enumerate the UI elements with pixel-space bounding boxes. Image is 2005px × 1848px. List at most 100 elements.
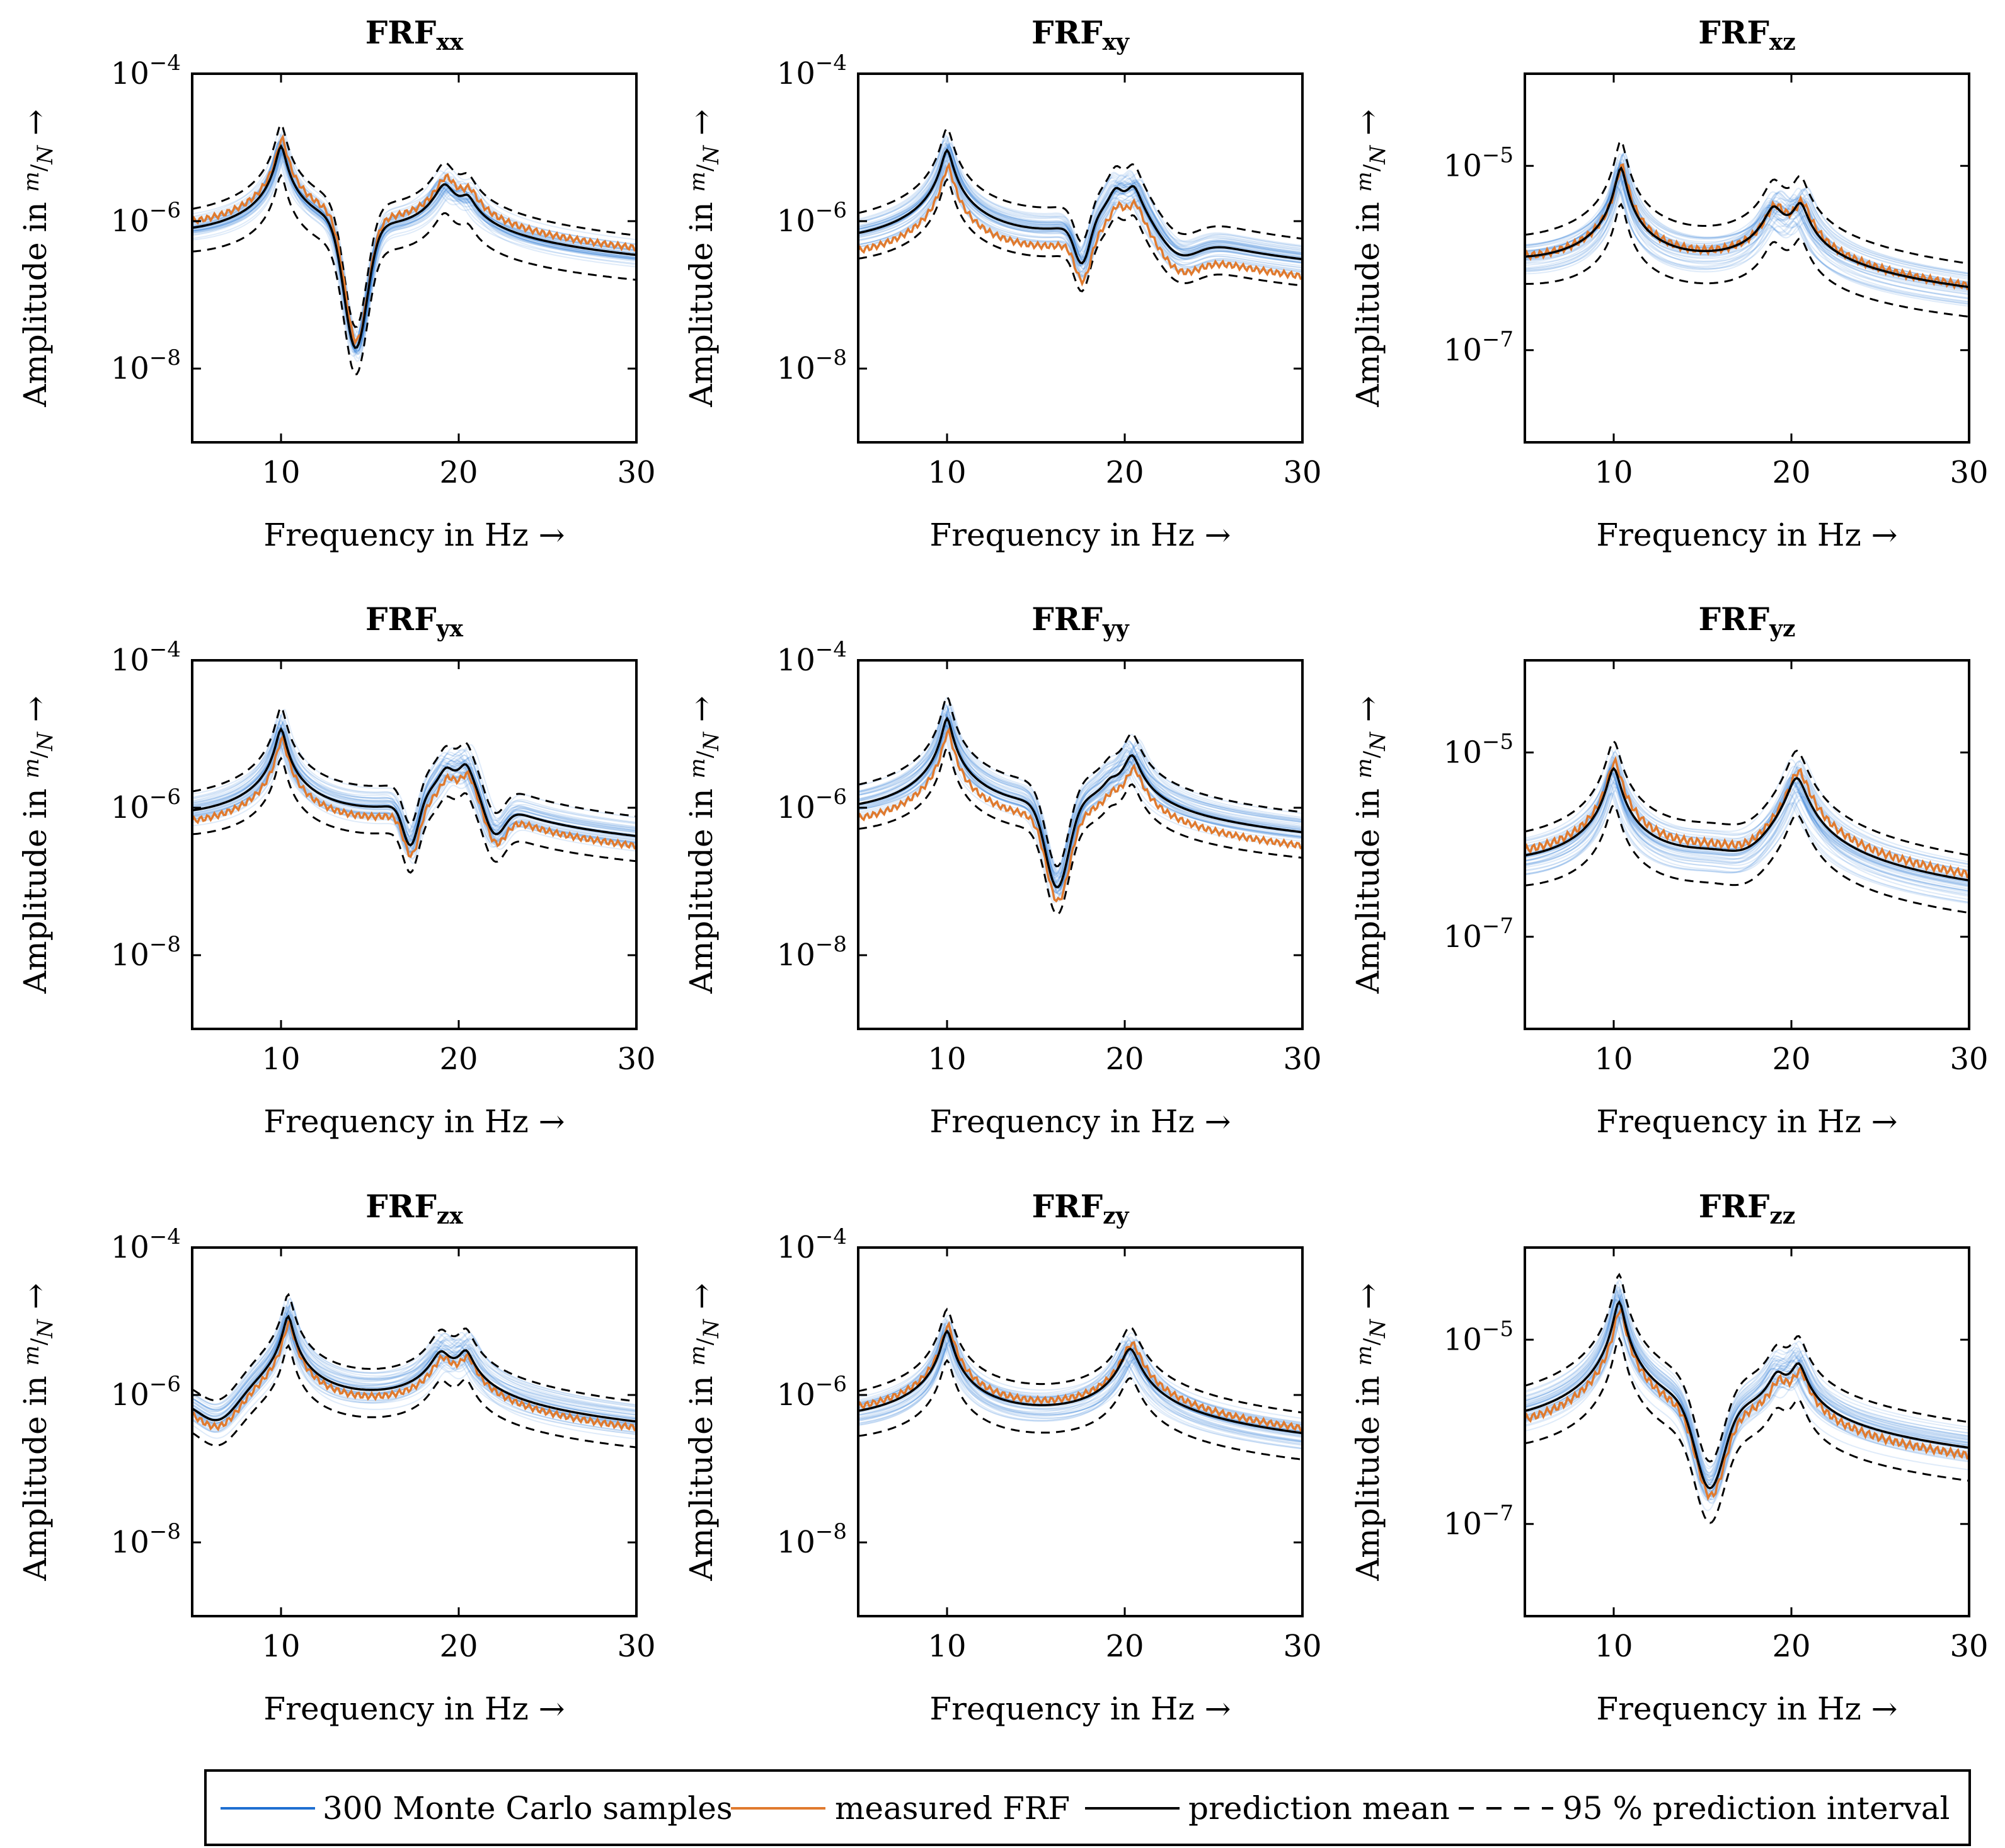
mc-sample-line	[858, 1340, 1302, 1442]
mc-sample-line	[858, 138, 1302, 253]
mc-sample-line	[192, 150, 636, 353]
y-tick-label: 10−4	[111, 50, 181, 91]
mc-sample-line	[1525, 159, 1969, 278]
mc-sample-line	[1525, 171, 1969, 292]
panel-xz: 10 20 30 10−7 10−5 FRFxz Frequency in Hz → Ampl…	[1350, 14, 1989, 553]
x-tick-label: 20	[1772, 455, 1810, 490]
mc-sample-line	[192, 1316, 636, 1423]
mc-sample-line	[192, 149, 636, 352]
plot-area-xy	[858, 127, 1302, 292]
mc-sample-line	[1525, 152, 1969, 275]
y-tick-label: 10−6	[777, 1372, 847, 1413]
panel-title-yy: FRFyy	[1031, 600, 1129, 642]
mc-sample-line	[192, 1303, 636, 1412]
mc-sample-line	[192, 1310, 636, 1418]
mc-sample-line	[192, 149, 636, 352]
mc-sample-line	[858, 137, 1302, 251]
panel-title-zx: FRFzx	[365, 1188, 463, 1229]
mc-sample-line	[192, 151, 636, 354]
mc-sample-line	[1525, 1299, 1969, 1486]
y-axis-label: Amplitude in m/N →	[683, 1283, 724, 1581]
mc-sample-line	[1525, 1316, 1969, 1503]
mc-sample-line	[192, 741, 636, 859]
mc-sample-line	[1525, 1294, 1969, 1481]
y-tick-label: 10−4	[777, 1224, 847, 1265]
mc-sample-line	[192, 1301, 636, 1408]
mc-sample-line	[192, 1312, 636, 1420]
panel-yx: 10 20 30 10−8 10−6 10−4 FRFyx Frequency in Hz →…	[17, 600, 656, 1140]
y-axis-label: Amplitude in m/N →	[683, 109, 724, 408]
mc-sample-line	[858, 1344, 1302, 1446]
mc-sample-line	[1525, 1288, 1969, 1478]
x-tick-label: 30	[1283, 455, 1321, 490]
mc-sample-line	[858, 708, 1302, 879]
y-tick-label: 10−4	[111, 1224, 181, 1265]
mc-sample-line	[192, 1305, 636, 1412]
y-tick-label: 10−4	[777, 637, 847, 678]
y-tick-label: 10−8	[777, 345, 847, 386]
mc-sample-line	[858, 1314, 1302, 1420]
mc-sample-line	[192, 1297, 636, 1406]
mc-sample-line	[1525, 1305, 1969, 1492]
axes-frame-zx	[191, 1246, 638, 1617]
measured-frf-line	[858, 162, 1302, 287]
panel-title-zz: FRFzz	[1699, 1188, 1795, 1229]
mc-sample-line	[858, 158, 1302, 273]
y-tick-label: 10−8	[777, 1519, 847, 1560]
panel-xy: 10 20 30 10−8 10−6 10−4 FRFxy Frequency in Hz →…	[683, 14, 1322, 553]
mc-sample-line	[858, 134, 1302, 248]
x-tick-label: 30	[617, 455, 655, 490]
mc-sample-line	[858, 143, 1302, 259]
mc-sample-line	[1525, 1294, 1969, 1483]
panel-zy: 10 20 30 10−8 10−6 10−4 FRFzy Frequency in Hz →…	[683, 1188, 1322, 1727]
x-axis-label: Frequency in Hz →	[929, 1103, 1231, 1140]
mc-sample-line	[858, 1340, 1302, 1443]
mc-sample-line	[1525, 180, 1969, 296]
mc-sample-line	[192, 1329, 636, 1434]
mc-sample-line	[858, 714, 1302, 883]
mc-sample-line	[192, 1297, 636, 1407]
mc-sample-line	[1525, 754, 1969, 868]
x-tick-label: 30	[1283, 1629, 1321, 1664]
panel-title-xy: FRFxy	[1031, 14, 1130, 55]
y-tick-label: 10−6	[777, 784, 847, 825]
interval-upper-line	[858, 1307, 1302, 1414]
mc-sample-line	[858, 147, 1302, 261]
x-axis-label: Frequency in Hz →	[263, 517, 565, 553]
x-axis-label: Frequency in Hz →	[929, 517, 1231, 553]
mc-sample-line	[858, 706, 1302, 878]
mc-sample-line	[858, 722, 1302, 892]
mc-sample-line	[1525, 1325, 1969, 1512]
y-axis-label: Amplitude in m/N →	[17, 109, 58, 408]
legend: 300 Monte Carlo samples measured FRF pre…	[204, 1769, 1971, 1846]
mc-sample-line	[858, 143, 1302, 258]
mc-sample-line	[192, 723, 636, 842]
mc-sample-line	[192, 132, 636, 338]
y-tick-label: 10−4	[777, 50, 847, 91]
mc-sample-line	[858, 1343, 1302, 1445]
mc-sample-line	[192, 159, 636, 362]
mc-sample-line	[192, 742, 636, 861]
mc-sample-line	[858, 717, 1302, 888]
panel-zx: 10 20 30 10−8 10−6 10−4 FRFzx Frequency in Hz →…	[17, 1188, 656, 1727]
mc-sample-line	[192, 1316, 636, 1424]
mc-sample-line	[858, 712, 1302, 883]
mc-sample-line	[192, 152, 636, 355]
interval-upper-line	[1525, 139, 1969, 265]
mc-sample-line	[1525, 151, 1969, 273]
mc-sample-line	[192, 1336, 636, 1440]
mc-sample-line	[192, 1320, 636, 1425]
y-axis-label: Amplitude in m/N →	[1350, 696, 1391, 994]
mc-sample-line	[858, 1348, 1302, 1450]
mc-sample-line	[192, 133, 636, 338]
mc-sample-line	[858, 735, 1302, 904]
y-tick-label: 10−6	[777, 198, 847, 239]
mc-sample-line	[1525, 757, 1969, 871]
x-axis-label: Frequency in Hz →	[263, 1103, 565, 1140]
mc-sample-line	[1525, 1280, 1969, 1469]
interval-upper-line	[192, 1292, 636, 1403]
mc-sample-line	[858, 154, 1302, 270]
mc-sample-line	[1525, 185, 1969, 303]
mc-sample-line	[858, 1338, 1302, 1442]
mc-sample-line	[858, 704, 1302, 875]
